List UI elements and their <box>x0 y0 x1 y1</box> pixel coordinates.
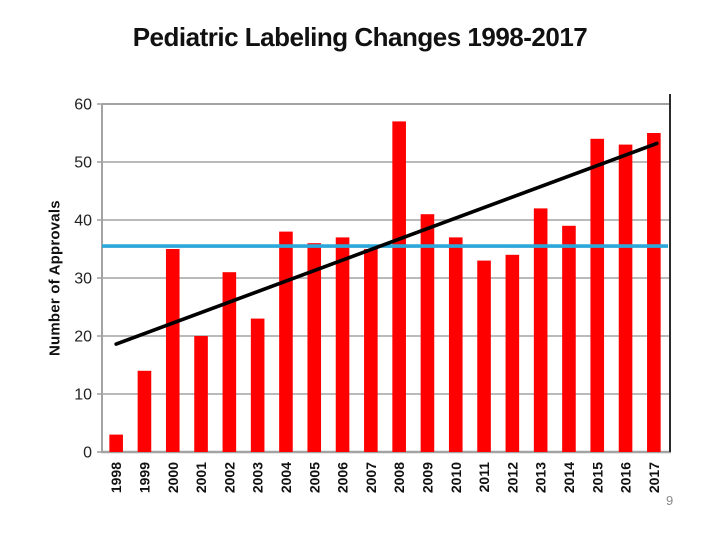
bar-2017 <box>647 133 661 452</box>
x-tick-label-2001: 2001 <box>193 462 209 493</box>
x-tick-label-2005: 2005 <box>306 462 322 493</box>
x-tick-label-2000: 2000 <box>165 462 181 493</box>
y-tick-label: 30 <box>74 271 92 288</box>
bar-2008 <box>392 121 406 453</box>
x-tick-label-2015: 2015 <box>589 462 605 493</box>
bar-2005 <box>307 243 322 452</box>
x-tick-label-1998: 1998 <box>108 462 124 493</box>
x-tick-label-2009: 2009 <box>419 462 435 493</box>
bar-2000 <box>165 249 180 452</box>
bar-2011 <box>477 260 491 452</box>
x-tick-label-2003: 2003 <box>250 462 266 493</box>
y-tick-label: 60 <box>74 97 92 114</box>
x-tick-label-2004: 2004 <box>278 462 294 493</box>
bar-2012 <box>505 254 520 452</box>
bar-2014 <box>562 225 576 452</box>
y-tick-label: 10 <box>74 387 92 404</box>
x-tick-label-2008: 2008 <box>391 462 407 493</box>
chart-title: Pediatric Labeling Changes 1998-2017 <box>132 22 588 52</box>
bar-2013 <box>533 208 548 452</box>
x-tick-label-2006: 2006 <box>335 462 351 493</box>
x-tick-label-2010: 2010 <box>448 462 464 493</box>
x-tick-label-2016: 2016 <box>618 462 634 493</box>
x-tick-label-2017: 2017 <box>646 462 662 493</box>
bar-2006 <box>335 237 350 452</box>
x-tick-label-2014: 2014 <box>561 462 577 493</box>
x-tick-label-2012: 2012 <box>504 462 520 493</box>
page-number: 9 <box>666 493 674 508</box>
y-tick-label: 40 <box>74 213 92 230</box>
x-tick-label-2011: 2011 <box>476 462 492 493</box>
bar-2007 <box>364 249 378 452</box>
trend-line <box>114 141 659 346</box>
y-tick-label: 0 <box>83 445 92 462</box>
bar-2016 <box>618 144 633 452</box>
bar-1999 <box>137 370 152 452</box>
bar-2002 <box>222 272 237 452</box>
bar-2001 <box>194 336 208 452</box>
bar-1998 <box>109 434 123 452</box>
bar-2015 <box>590 138 605 453</box>
bar-2009 <box>420 214 435 452</box>
x-tick-label-2007: 2007 <box>363 462 379 493</box>
x-tick-label-2002: 2002 <box>221 462 237 493</box>
bar-2003 <box>250 318 265 452</box>
x-tick-label-2013: 2013 <box>533 462 549 493</box>
x-tick-label-1999: 1999 <box>136 462 152 493</box>
y-tick-label: 20 <box>74 329 92 346</box>
bar-2004 <box>279 231 293 452</box>
bar-2010 <box>448 237 463 452</box>
y-tick-label: 50 <box>74 155 92 172</box>
